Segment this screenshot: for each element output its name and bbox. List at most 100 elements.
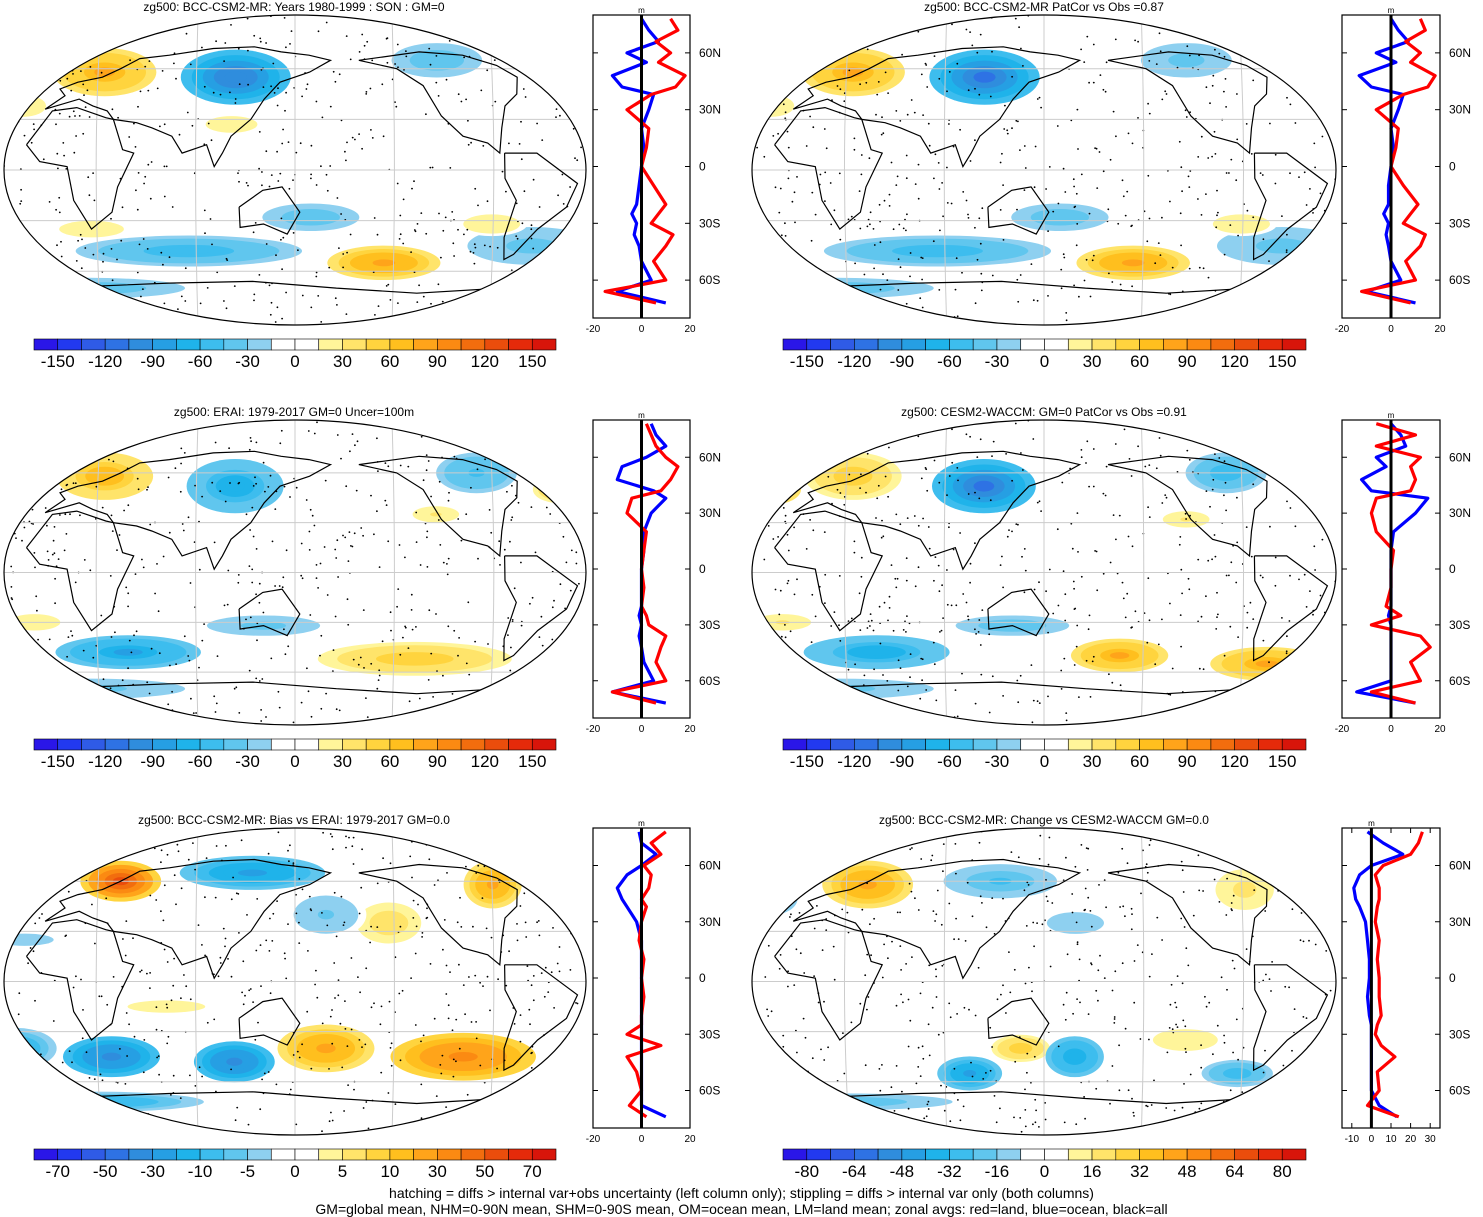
colorbar-swatch xyxy=(1020,738,1045,751)
colorbar-label: -60 xyxy=(188,752,213,771)
anomaly-contour xyxy=(1109,652,1130,659)
map-border xyxy=(751,827,1337,1136)
anomaly-contour xyxy=(770,1096,908,1107)
colorbar-swatch xyxy=(949,738,974,751)
colorbar-swatch xyxy=(1281,738,1307,751)
map-field xyxy=(752,15,1336,325)
colorbar-label: 120 xyxy=(471,352,499,371)
colorbar-swatch xyxy=(1258,738,1283,751)
colorbar-label: 10 xyxy=(380,1162,399,1181)
anomaly-contour xyxy=(237,869,267,877)
colorbar-swatch xyxy=(389,338,414,351)
colorbar-swatch xyxy=(806,1148,831,1161)
colorbar-label: 90 xyxy=(1178,352,1197,371)
colorbar-swatch xyxy=(1020,338,1045,351)
colorbar: -150 -120 -90 -60 -30 0 30 60 90 120 150 xyxy=(33,738,557,771)
map-border xyxy=(751,14,1337,326)
colorbar-swatch xyxy=(1186,338,1212,351)
zonal-x-tick-label: -20 xyxy=(1335,724,1350,735)
colorbar-label: 120 xyxy=(1220,752,1248,771)
colorbar-swatch xyxy=(1044,338,1069,351)
colorbar-swatch xyxy=(1281,1148,1307,1161)
colorbar-swatch xyxy=(33,338,59,351)
anomaly-contour xyxy=(29,682,147,695)
coastline xyxy=(1252,964,1329,1072)
colorbar-swatch xyxy=(33,1148,59,1161)
anomaly-contour xyxy=(1050,214,1070,221)
map-field xyxy=(752,420,1336,725)
colorbar-label: -10 xyxy=(188,1162,213,1181)
anomaly-contour xyxy=(486,879,499,890)
colorbar-swatch xyxy=(389,738,414,751)
map-border xyxy=(751,419,1337,726)
colorbar-label: -90 xyxy=(140,352,165,371)
anomaly-contour xyxy=(1068,920,1083,926)
anomaly-contour xyxy=(543,481,575,498)
zonal-x-tick-label: 0 xyxy=(639,324,645,335)
colorbar-label: -120 xyxy=(837,752,871,771)
coastlines xyxy=(774,858,1329,1105)
zonal-x-tick-label: 0 xyxy=(1388,324,1394,335)
colorbar-swatch xyxy=(484,338,509,351)
colorbar-swatch xyxy=(1139,338,1164,351)
colorbar-swatch xyxy=(1139,738,1164,751)
colorbar-swatch xyxy=(972,1148,998,1161)
colorbar-label: 60 xyxy=(380,752,399,771)
panel-title: zg500: ERAI: 1979-2017 GM=0 Uncer=100m xyxy=(174,405,414,419)
colorbar-swatch xyxy=(294,338,320,351)
colorbar-label: 90 xyxy=(1178,752,1197,771)
anomaly-contour xyxy=(1014,1045,1027,1052)
anomaly-contour xyxy=(427,56,446,64)
colorbar-swatch xyxy=(877,738,903,751)
colorbar-swatch xyxy=(342,1148,367,1161)
colorbar-label: -16 xyxy=(985,1162,1010,1181)
colorbar-label: 60 xyxy=(1130,752,1149,771)
anomaly-contour xyxy=(68,1099,114,1104)
anomaly-contour xyxy=(1068,1052,1081,1061)
anomaly-contour xyxy=(842,67,864,77)
colorbar-label: 30 xyxy=(1083,352,1102,371)
colorbar-label: 0 xyxy=(1040,752,1049,771)
anomaly-contour xyxy=(166,247,212,255)
lat-tick-label: 0 xyxy=(1449,160,1456,174)
lat-tick-label: 60N xyxy=(699,859,721,873)
colorbar-swatch xyxy=(104,1148,130,1161)
coastline xyxy=(86,1091,502,1105)
panel-title: zg500: BCC-CSM2-MR PatCor vs Obs =0.87 xyxy=(924,0,1164,14)
zonal-x-tick-label: -20 xyxy=(586,724,601,735)
anomaly-contour xyxy=(22,1095,159,1108)
land-zonal-line xyxy=(1369,422,1432,705)
colorbar-swatch xyxy=(1186,1148,1212,1161)
lat-tick-label: 30N xyxy=(1449,915,1471,929)
caption-line-2: GM=global mean, NHM=0-90N mean, SHM=0-90… xyxy=(315,1201,1168,1217)
anomaly-contour xyxy=(1255,660,1279,668)
coastline xyxy=(1107,863,1268,966)
coastline xyxy=(835,1091,1252,1105)
coastline xyxy=(835,280,1252,294)
lat-tick-label: 60S xyxy=(1449,273,1470,287)
lat-tick-label: 30S xyxy=(1449,1027,1470,1041)
colorbar-swatch xyxy=(413,338,438,351)
panel-6: zg500: BCC-CSM2-MR: Change vs CESM2-WACC… xyxy=(751,813,1471,1181)
colorbar-label: 16 xyxy=(1083,1162,1102,1181)
colorbar-swatch xyxy=(854,338,879,351)
colorbar-swatch xyxy=(806,738,831,751)
anomaly-contour xyxy=(372,259,396,267)
colorbar-swatch xyxy=(413,1148,438,1161)
land-zonal-line xyxy=(1360,18,1437,305)
colorbar-swatch xyxy=(1281,338,1307,351)
colorbar-swatch xyxy=(1234,1148,1259,1161)
lat-tick-label: 60S xyxy=(699,273,720,287)
colorbar-swatch xyxy=(1044,1148,1069,1161)
colorbar-label: 0 xyxy=(290,352,299,371)
colorbar-swatch xyxy=(1186,738,1212,751)
colorbar-label: -64 xyxy=(842,1162,867,1181)
colorbar-swatch xyxy=(460,738,486,751)
coastline xyxy=(792,858,1082,980)
colorbar-label: -150 xyxy=(41,352,75,371)
anomaly-contour xyxy=(225,122,239,127)
colorbar-label: -30 xyxy=(235,752,260,771)
zonal-x-tick-label: -20 xyxy=(1335,324,1350,335)
coastline xyxy=(358,455,518,558)
coastline xyxy=(987,588,1050,637)
